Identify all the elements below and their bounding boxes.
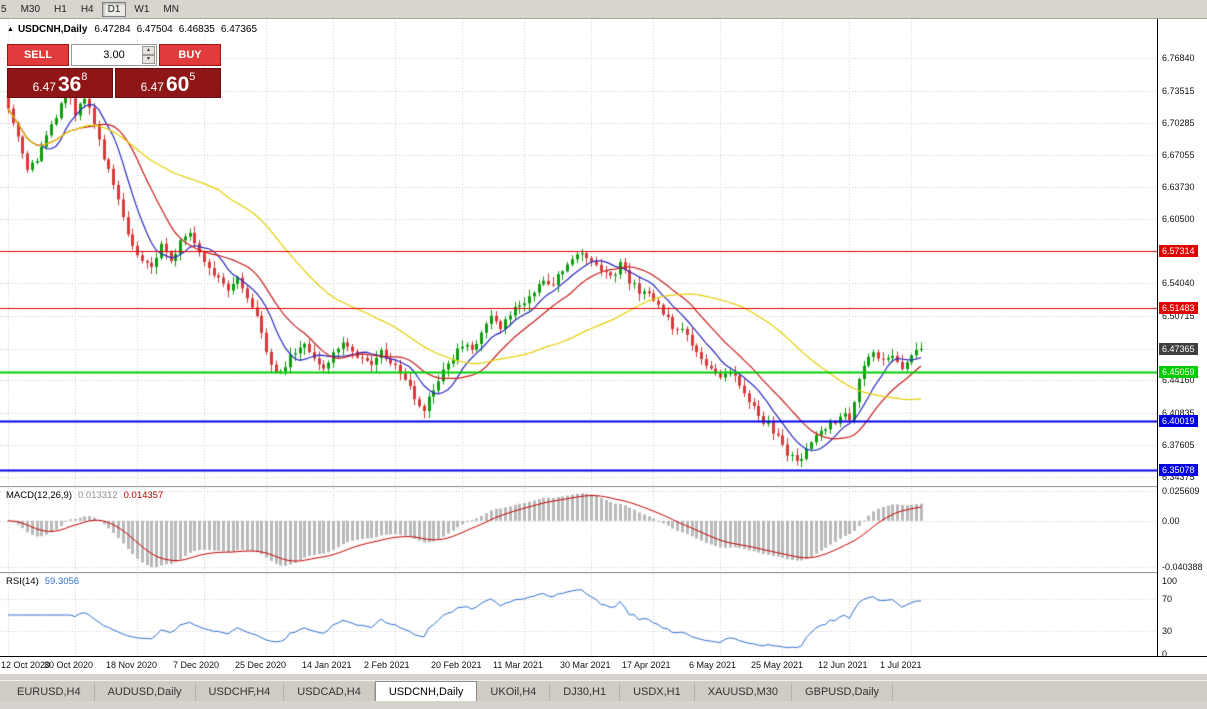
low-value: 6.46835 xyxy=(178,24,215,35)
buy-button[interactable]: BUY xyxy=(159,44,221,66)
price-level-tag: 6.57314 xyxy=(1159,245,1198,257)
buy-price-point: 5 xyxy=(189,71,196,83)
date-label: 25 Dec 2020 xyxy=(235,660,287,670)
price-axis-label: 6.37605 xyxy=(1162,440,1195,450)
rsi-name: RSI(14) xyxy=(6,576,39,587)
macd-signal-value: 0.014357 xyxy=(123,490,164,501)
price-level-tag: 6.40019 xyxy=(1159,415,1198,427)
collapse-icon[interactable]: ▲ xyxy=(7,26,14,33)
volume-field[interactable]: 3.00 ▲ ▼ xyxy=(71,44,157,66)
macd-indicator-label: MACD(12,26,9) 0.013312 0.014357 xyxy=(6,490,163,501)
sell-button[interactable]: SELL xyxy=(7,44,69,66)
close-value: 6.47365 xyxy=(220,24,258,35)
date-label: 2 Feb 2021 xyxy=(364,660,410,670)
high-value: 6.47504 xyxy=(136,24,173,35)
date-label: 11 Mar 2021 xyxy=(493,660,543,670)
rsi-axis-label: 0 xyxy=(1162,649,1168,659)
date-label: 25 May 2021 xyxy=(751,660,804,670)
timeframe-button-m30[interactable]: M30 xyxy=(15,2,46,17)
macd-axis-label: -0.040388 xyxy=(1162,562,1203,572)
price-axis-label: 6.73515 xyxy=(1162,86,1195,96)
date-label: 7 Dec 2020 xyxy=(173,660,220,670)
date-label: 12 Oct 2020 xyxy=(1,660,51,670)
timeframe-button-5[interactable]: 5 xyxy=(0,2,13,17)
timeframe-button-mn[interactable]: MN xyxy=(157,2,185,17)
chart-tab-ukoil-h4[interactable]: UKOil,H4 xyxy=(477,683,551,701)
date-label: 6 May 2021 xyxy=(689,660,737,670)
chart-tabs-bar: EURUSD,H4 AUDUSD,Daily USDCHF,H4 USDCAD,H4 U… xyxy=(0,680,1207,701)
macd-indicator-canvas[interactable] xyxy=(0,488,1157,572)
date-label: 14 Jan 2021 xyxy=(302,660,352,670)
timeframe-button-h1[interactable]: H1 xyxy=(48,2,73,17)
price-axis[interactable]: 6.76840 6.73515 6.70285 6.67055 6.63730 6.605… xyxy=(1157,19,1207,659)
timeframe-button-h4[interactable]: H4 xyxy=(75,2,100,17)
open-value: 6.47284 xyxy=(94,24,131,35)
sell-price-pips: 36 xyxy=(57,73,82,96)
date-label: 1 Jul 2021 xyxy=(880,660,922,670)
chart-tab-eurusd-h4[interactable]: EURUSD,H4 xyxy=(4,683,95,701)
buy-price-pips: 60 xyxy=(165,73,190,96)
sell-price-base: 6.47 xyxy=(32,80,56,94)
macd-main-value: 0.013312 xyxy=(78,490,118,501)
macd-name: MACD(12,26,9) xyxy=(6,490,72,501)
time-axis[interactable]: 12 Oct 2020 30 Oct 2020 18 Nov 2020 7 Dec 2… xyxy=(0,656,1207,674)
volume-decrease-button[interactable]: ▼ xyxy=(142,55,155,64)
bottom-strip xyxy=(0,701,1207,709)
price-axis-label: 6.60500 xyxy=(1162,214,1195,224)
date-label: 30 Mar 2021 xyxy=(560,660,611,670)
chart-tab-gbpusd-daily[interactable]: GBPUSD,Daily xyxy=(792,683,894,701)
chart-tab-dj30-h1[interactable]: DJ30,H1 xyxy=(550,683,621,701)
panel-separator[interactable] xyxy=(0,572,1207,574)
chart-tab-usdcad-h4[interactable]: USDCAD,H4 xyxy=(284,683,375,701)
chart-tab-usdx-h1[interactable]: USDX,H1 xyxy=(620,683,695,701)
price-level-tag: 6.45059 xyxy=(1159,366,1198,378)
rsi-axis-label: 100 xyxy=(1162,576,1178,586)
chart-tab-xauusd-m30[interactable]: XAUUSD,M30 xyxy=(695,683,793,701)
price-axis-label: 6.34375 xyxy=(1162,472,1195,482)
buy-price-display[interactable]: 6.47 60 5 xyxy=(115,68,221,98)
date-label: 12 Jun 2021 xyxy=(818,660,868,670)
buy-price-base: 6.47 xyxy=(140,80,164,94)
price-axis-label: 6.70285 xyxy=(1162,118,1195,128)
chart-ohlc-header: ▲ USDCNH,Daily 6.47284 6.47504 6.46835 6.4736… xyxy=(7,24,263,35)
timeframe-toolbar: 5 M30 H1 H4 D1 W1 MN xyxy=(0,0,1207,19)
rsi-value: 59.3056 xyxy=(44,576,80,587)
timeframe-button-w1[interactable]: W1 xyxy=(128,2,155,17)
symbol-period-label: USDCNH,Daily xyxy=(17,24,88,35)
date-label: 20 Feb 2021 xyxy=(431,660,482,670)
volume-value: 3.00 xyxy=(103,49,125,61)
current-price-tag: 6.47365 xyxy=(1159,343,1198,355)
macd-axis-label: 0.025609 xyxy=(1162,486,1200,496)
rsi-axis-label: 70 xyxy=(1162,594,1173,604)
price-level-tag: 6.51483 xyxy=(1159,302,1198,314)
price-axis-label: 6.54040 xyxy=(1162,278,1195,288)
price-axis-label: 6.76840 xyxy=(1162,53,1195,63)
price-axis-label: 6.44160 xyxy=(1162,375,1195,385)
date-label: 30 Oct 2020 xyxy=(44,660,94,670)
chart-tab-audusd-daily[interactable]: AUDUSD,Daily xyxy=(95,683,196,701)
macd-axis-label: 0.00 xyxy=(1162,516,1180,526)
price-axis-label: 6.40835 xyxy=(1162,408,1195,418)
sell-price-point: 8 xyxy=(81,71,88,83)
chart-tab-usdchf-h4[interactable]: USDCHF,H4 xyxy=(196,683,285,701)
rsi-indicator-canvas[interactable] xyxy=(0,574,1157,656)
date-label: 18 Nov 2020 xyxy=(106,660,158,670)
volume-spinner: ▲ ▼ xyxy=(142,46,155,64)
one-click-trading-panel: SELL 3.00 ▲ ▼ BUY 6.47 36 8 6.47 60 5 xyxy=(7,44,221,98)
price-axis-label: 6.50715 xyxy=(1162,311,1195,321)
volume-increase-button[interactable]: ▲ xyxy=(142,46,155,55)
price-level-tag: 6.35078 xyxy=(1159,464,1198,476)
timeframe-button-d1[interactable]: D1 xyxy=(101,1,127,17)
date-label: 17 Apr 2021 xyxy=(622,660,671,670)
rsi-indicator-label: RSI(14) 59.3056 xyxy=(6,576,79,587)
price-axis-label: 6.63730 xyxy=(1162,182,1195,192)
sell-price-display[interactable]: 6.47 36 8 xyxy=(7,68,113,98)
price-axis-label: 6.67055 xyxy=(1162,150,1195,160)
panel-separator[interactable] xyxy=(0,486,1207,488)
rsi-axis-label: 30 xyxy=(1162,626,1173,636)
chart-tab-usdcnh-daily[interactable]: USDCNH,Daily xyxy=(374,681,478,701)
